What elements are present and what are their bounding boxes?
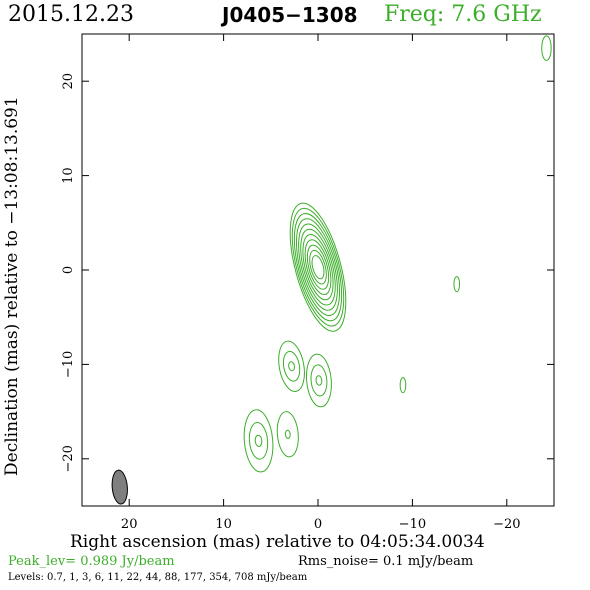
contour-ring — [293, 213, 343, 322]
x-tick-label: 10 — [215, 517, 232, 532]
plot-frame — [81, 33, 555, 507]
axis-ticks: 20 10 0 −10 −20 20 10 0 −10 −20 — [61, 34, 554, 532]
y-tick-label: 0 — [61, 266, 76, 274]
x-tick-label: −10 — [399, 517, 426, 532]
y-tick-label: 10 — [61, 167, 76, 184]
x-tick-label: 20 — [121, 517, 138, 532]
contour-ring — [304, 239, 332, 296]
contour-ring — [306, 353, 332, 408]
contour-ring — [291, 207, 345, 327]
x-tick-label: −20 — [493, 517, 520, 532]
contour-ring — [300, 228, 336, 306]
beam-group — [111, 469, 128, 505]
contour-ring — [289, 202, 347, 332]
y-tick-label: −10 — [61, 351, 76, 378]
contour-ring — [284, 429, 291, 439]
contour-ring — [315, 375, 323, 386]
contour-ring — [298, 223, 338, 311]
contour-ring — [309, 249, 327, 285]
x-tick-label: 0 — [314, 517, 322, 532]
contour-ring — [311, 255, 325, 280]
contour-ring — [310, 364, 328, 397]
contour-levels: Levels: 0.7, 1, 3, 6, 11, 22, 44, 88, 17… — [8, 572, 308, 583]
contour-ring — [248, 422, 269, 460]
contour-group — [243, 35, 552, 473]
source-name: J0405−1308 — [222, 3, 358, 27]
y-tick-label: 20 — [61, 73, 76, 90]
peak-level: Peak_lev= 0.989 Jy/beam — [8, 554, 175, 569]
contour-ring — [541, 35, 552, 61]
contour-ring — [282, 350, 301, 382]
frequency-label: Freq: 7.6 GHz — [384, 2, 542, 27]
contour-ring — [399, 377, 407, 394]
contour-ring — [306, 244, 330, 290]
beam-ellipse — [111, 469, 128, 505]
rms-noise: Rms_noise= 0.1 mJy/beam — [298, 554, 474, 569]
contour-ring — [288, 361, 295, 372]
contour-ring — [243, 409, 274, 473]
y-axis-label: Declination (mas) relative to −13:08:13.… — [2, 96, 22, 476]
observation-date: 2015.12.23 — [8, 2, 134, 27]
contour-ring — [295, 218, 341, 317]
contour-ring — [276, 411, 299, 458]
contour-ring — [278, 340, 305, 392]
x-axis-label: Right ascension (mas) relative to 04:05:… — [70, 532, 485, 552]
y-tick-label: −20 — [61, 445, 76, 472]
contour-ring — [302, 234, 334, 301]
contour-ring — [453, 276, 461, 293]
contour-ring — [254, 434, 263, 447]
